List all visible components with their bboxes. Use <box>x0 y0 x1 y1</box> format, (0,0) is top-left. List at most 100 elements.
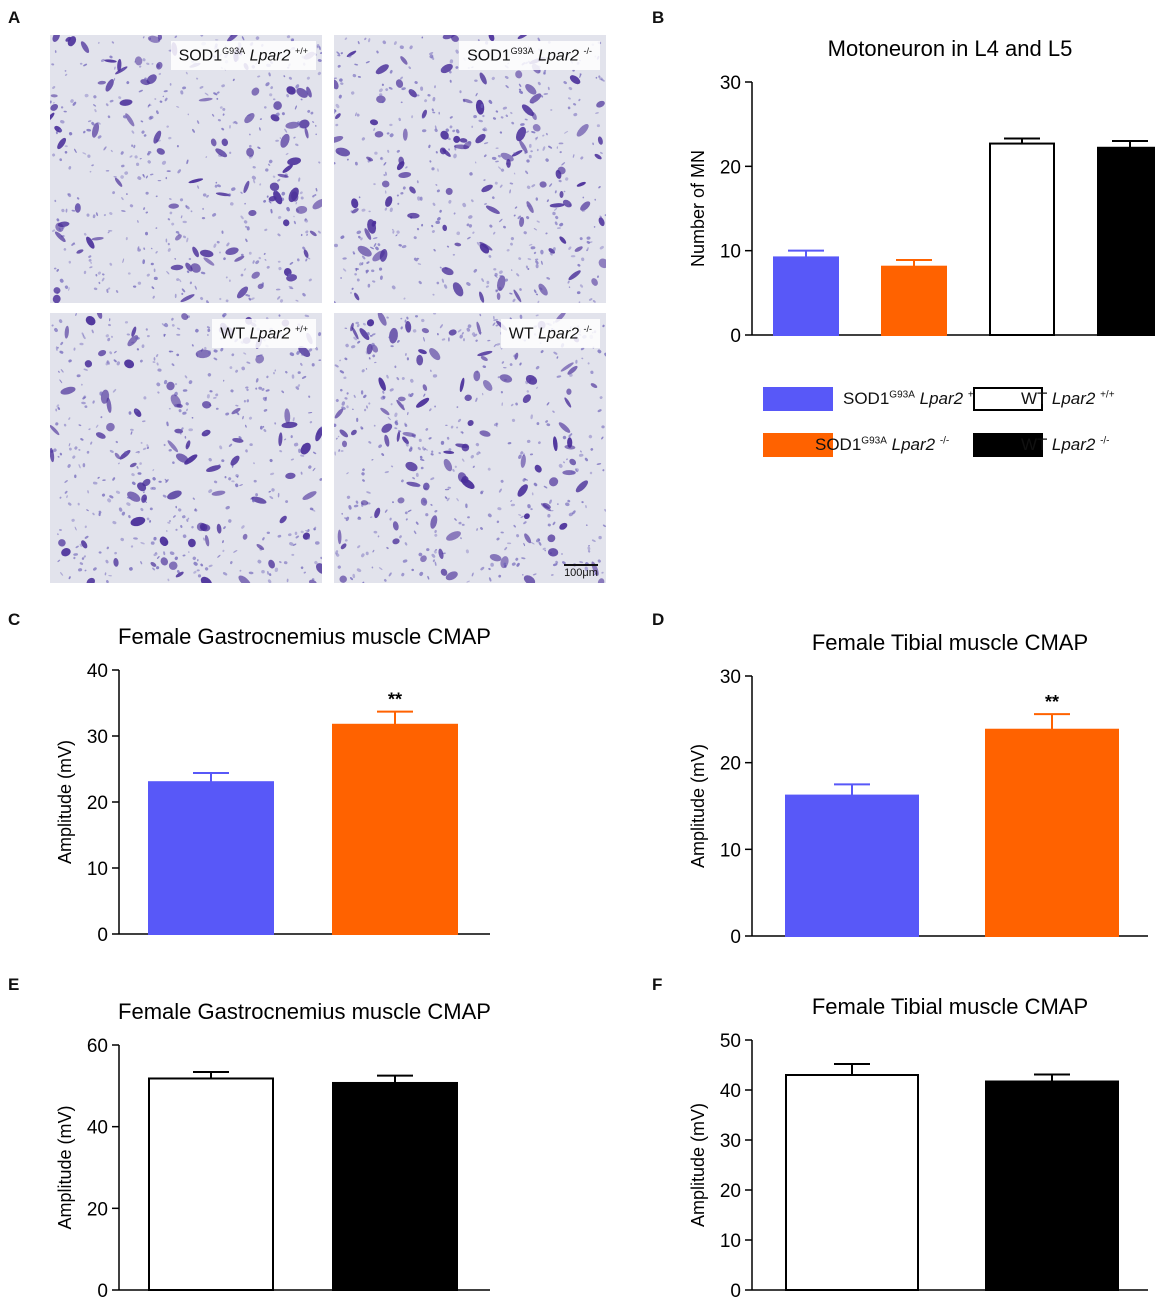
cell-mark <box>215 407 219 410</box>
cell-mark <box>182 515 186 519</box>
cell-mark <box>361 553 365 558</box>
cell-mark <box>267 579 272 583</box>
cell-mark <box>592 142 594 146</box>
cell-mark <box>283 75 286 78</box>
cell-mark <box>416 397 430 408</box>
cell-mark <box>547 86 550 91</box>
cell-mark <box>257 146 261 149</box>
cell-mark <box>244 113 255 124</box>
cell-mark <box>228 279 231 282</box>
cell-mark <box>134 155 138 159</box>
cell-mark <box>61 208 65 213</box>
cell-mark <box>202 401 212 409</box>
cell-mark <box>130 428 134 431</box>
cell-mark <box>219 251 221 254</box>
cell-mark <box>562 435 567 440</box>
cell-mark <box>497 507 502 511</box>
cell-mark <box>208 489 213 493</box>
cell-mark <box>180 90 184 95</box>
cell-mark <box>281 112 285 116</box>
cell-mark <box>356 568 362 573</box>
cell-mark <box>429 160 432 163</box>
cell-mark <box>465 549 469 554</box>
cell-mark <box>258 256 262 260</box>
cell-mark <box>115 290 119 293</box>
cell-mark <box>284 408 291 424</box>
cell-mark <box>597 136 603 145</box>
cell-mark <box>435 184 438 186</box>
cell-mark <box>56 533 59 536</box>
cell-mark <box>334 451 337 456</box>
cell-mark <box>184 435 187 439</box>
cell-mark <box>390 403 393 406</box>
cell-mark <box>60 120 65 124</box>
cell-mark <box>300 530 304 534</box>
cell-mark <box>316 46 319 49</box>
cell-mark <box>72 101 77 106</box>
cell-mark <box>455 443 469 448</box>
cell-mark <box>229 151 232 154</box>
cell-mark <box>482 392 484 396</box>
cell-mark <box>128 515 131 519</box>
cell-mark <box>558 142 564 145</box>
cell-mark <box>597 409 602 413</box>
cell-mark <box>521 104 534 117</box>
cell-mark <box>477 39 480 42</box>
cell-mark <box>402 186 406 190</box>
cell-mark <box>308 348 313 352</box>
cell-mark <box>431 56 435 60</box>
cell-mark <box>547 534 556 543</box>
cell-mark <box>397 396 406 402</box>
cell-mark <box>101 493 106 497</box>
cell-mark <box>314 193 317 197</box>
cell-mark <box>68 193 72 198</box>
scale-bar-label: 100μm <box>564 567 598 579</box>
cell-mark <box>505 85 509 89</box>
cell-mark <box>59 128 63 132</box>
cell-mark <box>313 526 317 531</box>
cell-mark <box>97 135 102 139</box>
cell-mark <box>120 175 124 179</box>
cell-mark <box>142 173 145 177</box>
cell-mark <box>368 357 371 360</box>
cell-mark <box>432 293 435 296</box>
cell-mark <box>386 374 389 379</box>
cell-mark <box>129 155 133 158</box>
cell-mark <box>146 74 157 85</box>
cell-mark <box>529 453 534 456</box>
cell-mark <box>459 334 463 339</box>
cell-mark <box>452 282 464 297</box>
cell-mark <box>302 292 306 297</box>
cell-mark <box>361 255 366 260</box>
cell-mark <box>455 66 459 69</box>
cell-mark <box>307 412 313 414</box>
cell-mark <box>245 294 249 297</box>
cell-mark <box>112 191 116 195</box>
cell-mark <box>485 205 500 215</box>
cell-mark <box>416 180 419 184</box>
cell-mark <box>536 148 539 152</box>
cell-mark <box>506 249 510 252</box>
cell-mark <box>188 178 204 184</box>
cell-mark <box>195 349 211 359</box>
cell-mark <box>500 168 505 172</box>
cell-mark <box>92 512 95 516</box>
cell-mark <box>369 246 375 250</box>
cell-mark <box>264 228 268 232</box>
cell-mark <box>382 395 385 398</box>
cell-mark <box>303 249 309 258</box>
cell-mark <box>509 189 511 194</box>
cell-mark <box>564 130 569 134</box>
cell-mark <box>415 472 419 477</box>
cell-mark <box>97 271 101 275</box>
cell-mark <box>377 535 380 538</box>
cell-mark <box>126 81 130 85</box>
cell-mark <box>147 35 161 43</box>
cell-mark <box>124 451 128 455</box>
cell-mark <box>97 41 100 44</box>
cell-mark <box>166 125 169 128</box>
cell-mark <box>298 346 311 357</box>
cell-mark <box>513 214 516 217</box>
cell-mark <box>388 86 393 90</box>
cell-mark <box>488 577 492 582</box>
